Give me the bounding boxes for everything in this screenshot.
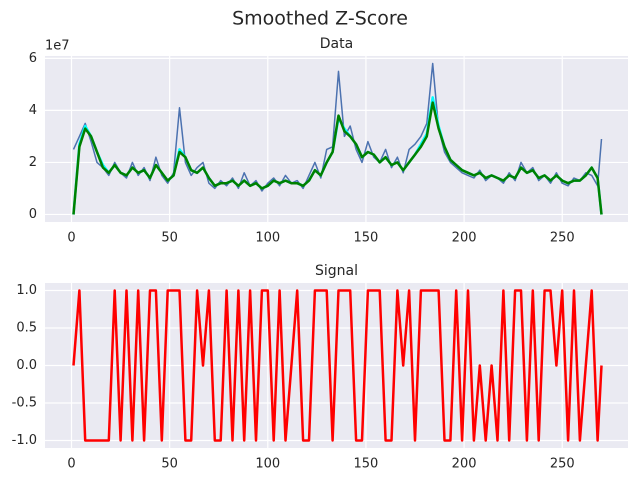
- data-line: [72, 62, 603, 192]
- y-tick-label: 0.5: [16, 321, 37, 336]
- figure-title: Smoothed Z-Score: [232, 8, 408, 30]
- x-tick-label: 0: [67, 457, 75, 472]
- x-tick-label: 200: [452, 231, 477, 246]
- y-tick-label: -0.5: [12, 396, 37, 411]
- x-tick-label: 100: [255, 231, 280, 246]
- y-tick-label: 1.0: [16, 283, 37, 298]
- y-tick-label: 2: [29, 155, 37, 170]
- x-tick-label: 100: [255, 457, 280, 472]
- plot-area: [45, 56, 628, 222]
- x-tick-label: 200: [452, 457, 477, 472]
- y-tick-label: -1.0: [12, 433, 37, 448]
- offset-label: 1e7: [45, 39, 70, 54]
- y-tick-label: 0: [29, 207, 37, 222]
- data-line: [72, 289, 603, 442]
- y-tick-label: 6: [29, 51, 37, 66]
- x-tick-label: 50: [161, 231, 178, 246]
- x-tick-label: 250: [550, 457, 575, 472]
- data-line: [72, 101, 603, 215]
- x-tick-label: 150: [354, 457, 379, 472]
- y-tick-label: 4: [29, 103, 37, 118]
- axes-title: Data: [320, 36, 353, 52]
- y-tick-label: 0.0: [16, 358, 37, 373]
- x-tick-label: 250: [550, 231, 575, 246]
- x-tick-label: 50: [161, 457, 178, 472]
- x-tick-label: 150: [354, 231, 379, 246]
- axes-title: Signal: [315, 263, 358, 279]
- x-tick-label: 0: [67, 231, 75, 246]
